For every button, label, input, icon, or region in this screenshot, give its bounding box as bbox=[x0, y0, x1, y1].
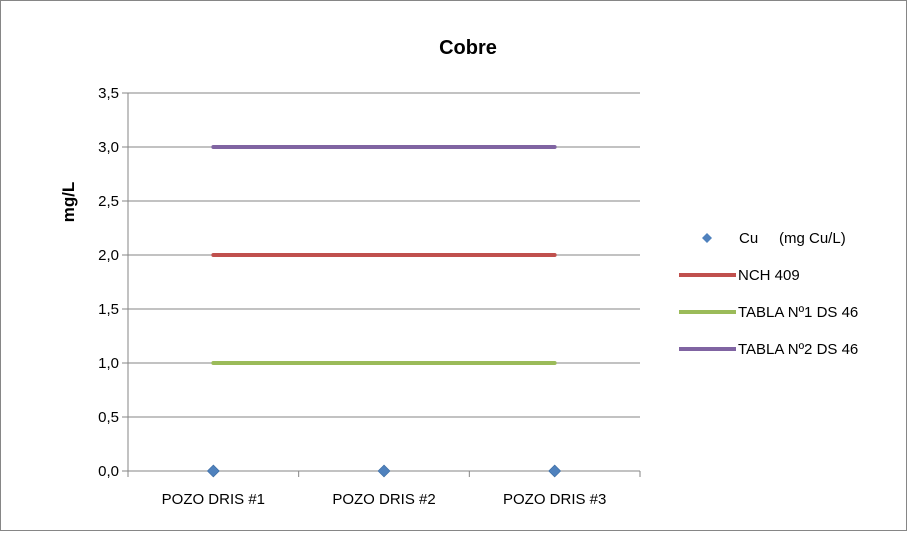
gridlines bbox=[122, 92, 641, 477]
y-tick-labels: 0,0 0,5 1,0 1,5 2,0 2,5 3,0 3,5 bbox=[98, 85, 119, 480]
y-tick-label: 2,5 bbox=[98, 193, 119, 210]
legend-label: TABLA Nº2 DS 46 bbox=[738, 341, 858, 358]
x-tick-label: POZO DRIS #3 bbox=[503, 491, 606, 508]
legend-marker bbox=[702, 233, 712, 243]
data-point-marker bbox=[548, 464, 562, 478]
y-axis-label: mg/L bbox=[59, 182, 78, 223]
y-tick-label: 0,0 bbox=[98, 463, 119, 480]
y-tick-label: 3,0 bbox=[98, 139, 119, 156]
chart-title: Cobre bbox=[439, 37, 497, 59]
y-tick-label: 3,5 bbox=[98, 85, 119, 102]
x-tick-labels: POZO DRIS #1 POZO DRIS #2 POZO DRIS #3 bbox=[162, 491, 607, 508]
data-point-marker bbox=[206, 464, 220, 478]
y-tick-label: 1,5 bbox=[98, 301, 119, 318]
legend: Cu (mg Cu/L) NCH 409 TABLA Nº1 DS 46 TABLA … bbox=[679, 230, 858, 358]
legend-label: NCH 409 bbox=[738, 267, 800, 284]
x-tick-label: POZO DRIS #1 bbox=[162, 491, 265, 508]
legend-label: TABLA Nº1 DS 46 bbox=[738, 304, 858, 321]
y-tick-label: 2,0 bbox=[98, 247, 119, 264]
y-tick-label: 1,0 bbox=[98, 355, 119, 372]
y-tick-label: 0,5 bbox=[98, 409, 119, 426]
legend-label: Cu (mg Cu/L) bbox=[739, 230, 846, 247]
data-point-marker bbox=[377, 464, 391, 478]
series-layer bbox=[206, 145, 562, 478]
x-tick-label: POZO DRIS #2 bbox=[332, 491, 435, 508]
